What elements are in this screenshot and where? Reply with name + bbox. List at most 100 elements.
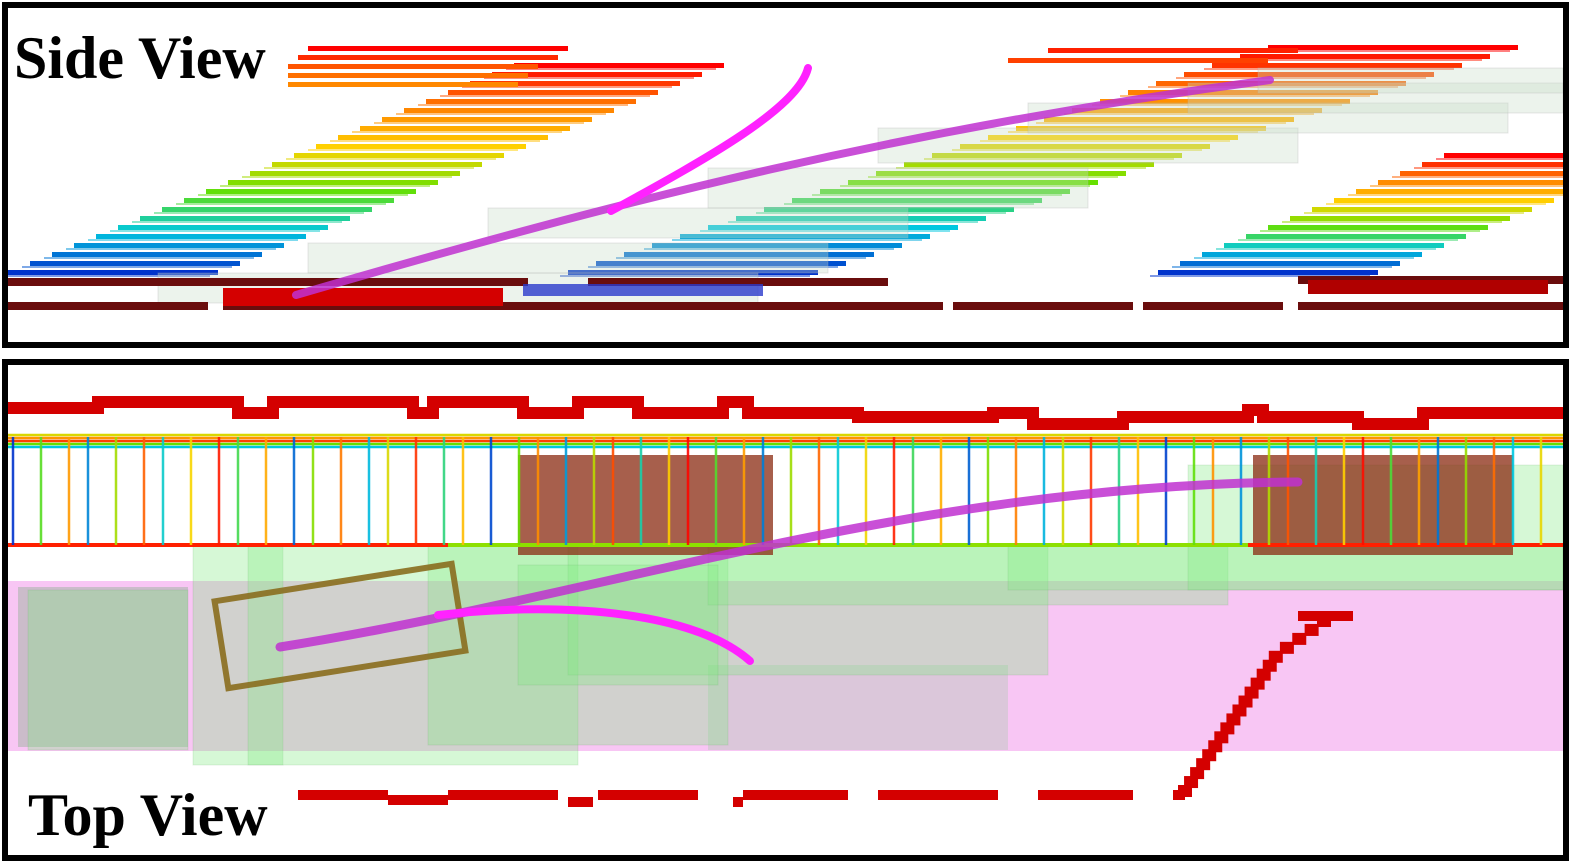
time-layer-band-edge xyxy=(672,239,922,241)
obstacle-cell xyxy=(1279,641,1294,654)
alternate-trajectory xyxy=(434,605,754,665)
ground-obstacle-block xyxy=(223,288,503,306)
time-layer-band-edge xyxy=(1148,86,1398,88)
side-view-label: Side View xyxy=(14,25,266,91)
time-layer-band-edge xyxy=(44,257,254,259)
corridor-box xyxy=(1187,82,1563,114)
time-layer-band-edge xyxy=(728,221,978,223)
time-layer-band xyxy=(1334,198,1554,203)
time-layer-band-edge xyxy=(1414,167,1563,169)
time-layer-band xyxy=(288,64,538,69)
obstacle-cell xyxy=(1298,611,1353,621)
alternate-trajectory xyxy=(607,64,812,215)
time-layer-band xyxy=(294,153,504,158)
time-layer-band-edge xyxy=(1092,104,1342,106)
time-layer-band xyxy=(1128,90,1378,95)
time-layer-band-edge xyxy=(1238,239,1458,241)
planned-trajectory xyxy=(292,76,1274,299)
time-layer-band-edge xyxy=(700,230,950,232)
side-view-panel: Side View xyxy=(2,2,1569,348)
time-layer-band-edge xyxy=(1260,50,1510,52)
time-layer-band xyxy=(848,180,1098,185)
time-layer-band-edge xyxy=(440,95,650,97)
time-layer-band xyxy=(96,234,306,239)
safe-corridor-box xyxy=(707,544,1229,606)
time-layer-band-edge xyxy=(1120,95,1370,97)
time-layer-band xyxy=(338,135,548,140)
corridor-box xyxy=(1027,102,1509,134)
obstacle-wall-bottom xyxy=(448,790,558,800)
time-layer-band-edge xyxy=(330,140,540,142)
time-layer-band xyxy=(162,207,372,212)
time-layer-band xyxy=(298,55,558,60)
time-layer-band xyxy=(1100,99,1350,104)
time-layer-band xyxy=(820,189,1070,194)
time-layer-band-edge xyxy=(352,131,562,133)
time-layer-band-edge xyxy=(1194,257,1414,259)
time-layer-band-edge xyxy=(560,275,810,277)
time-layer-band xyxy=(228,180,438,185)
time-layer-band-edge xyxy=(1260,230,1480,232)
safe-corridor-box xyxy=(567,544,1049,676)
time-layer-band-edge xyxy=(22,266,232,268)
time-layer-band xyxy=(316,144,526,149)
time-layer-band-edge xyxy=(1304,212,1524,214)
safe-corridor-box xyxy=(192,544,284,766)
obstacle-block xyxy=(1253,455,1513,555)
time-layer-band xyxy=(184,198,394,203)
time-layer-band xyxy=(308,46,568,51)
obstacle-wall-bottom xyxy=(598,790,698,800)
time-layer-band-edge xyxy=(1176,77,1426,79)
time-layer-band-edge xyxy=(110,230,320,232)
obstacle-cell xyxy=(1268,650,1283,663)
time-layer-band-edge xyxy=(1172,266,1392,268)
time-layer-band xyxy=(1072,108,1322,113)
obstacle-wall-bottom xyxy=(1038,790,1133,800)
ground-obstacle-block xyxy=(1308,280,1548,294)
time-layer-band xyxy=(382,117,592,122)
time-layer-band xyxy=(8,270,218,275)
time-layer-band xyxy=(1016,126,1266,131)
time-layer-band xyxy=(1444,153,1563,158)
time-layer-band-edge xyxy=(1282,221,1502,223)
obstacle-wall-bottom xyxy=(568,797,593,807)
obstacle-wall-top xyxy=(8,396,1563,430)
time-layer-band xyxy=(764,207,1014,212)
time-layer-band xyxy=(1202,252,1422,257)
obstacle-wall-bottom xyxy=(878,790,998,800)
ground-obstacle-row xyxy=(223,302,943,310)
start-region xyxy=(18,587,188,747)
time-layer-band xyxy=(470,81,680,86)
obstacle-wall-bottom xyxy=(298,790,388,800)
obstacle-cells xyxy=(8,396,1563,807)
safe-corridor-box xyxy=(427,544,729,746)
top-view-scene xyxy=(8,396,1563,807)
time-layer-band-edge xyxy=(1370,185,1563,187)
obstacle-cell xyxy=(1292,632,1307,645)
time-layer-band-edge xyxy=(1008,131,1258,133)
time-layer-band-edge xyxy=(1064,113,1314,115)
top-view-label: Top View xyxy=(28,782,268,848)
obstacle-wall-bottom xyxy=(733,797,743,807)
time-layer-band-edge xyxy=(1204,68,1454,70)
time-layer-band xyxy=(426,99,636,104)
time-layer-band-edge xyxy=(1232,59,1482,61)
time-layer-band xyxy=(118,225,328,230)
time-layer-band-edge xyxy=(484,77,694,79)
time-layer-band xyxy=(1400,171,1563,176)
time-layer-band-edge xyxy=(1216,248,1436,250)
time-layer-band-edge xyxy=(1348,194,1563,196)
ground-layer-block xyxy=(523,284,763,296)
corridor-box xyxy=(707,167,1089,209)
time-layer-band-edge xyxy=(896,167,1146,169)
ground-obstacle-row xyxy=(953,302,1133,310)
time-layer-band xyxy=(1008,58,1268,63)
time-layer-band xyxy=(1312,207,1532,212)
time-layer-band xyxy=(1180,261,1400,266)
time-layer-band-edge xyxy=(812,194,1062,196)
time-layer-band xyxy=(988,135,1238,140)
time-layer-band-edge xyxy=(154,212,364,214)
time-layer-band xyxy=(960,144,1210,149)
time-layer-band xyxy=(792,198,1042,203)
time-layer-band-edge xyxy=(506,68,716,70)
